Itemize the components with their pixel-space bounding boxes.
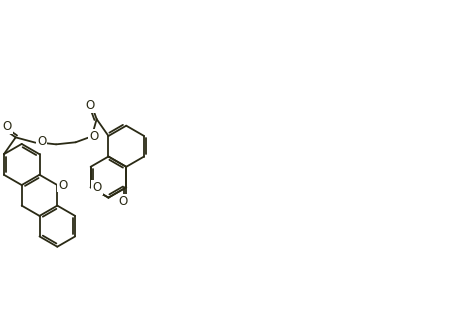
Text: O: O xyxy=(89,130,98,142)
Text: O: O xyxy=(92,181,102,194)
Text: O: O xyxy=(3,120,12,133)
Text: O: O xyxy=(58,179,68,192)
Text: O: O xyxy=(85,99,95,112)
Text: O: O xyxy=(118,195,128,208)
Text: O: O xyxy=(37,135,46,148)
